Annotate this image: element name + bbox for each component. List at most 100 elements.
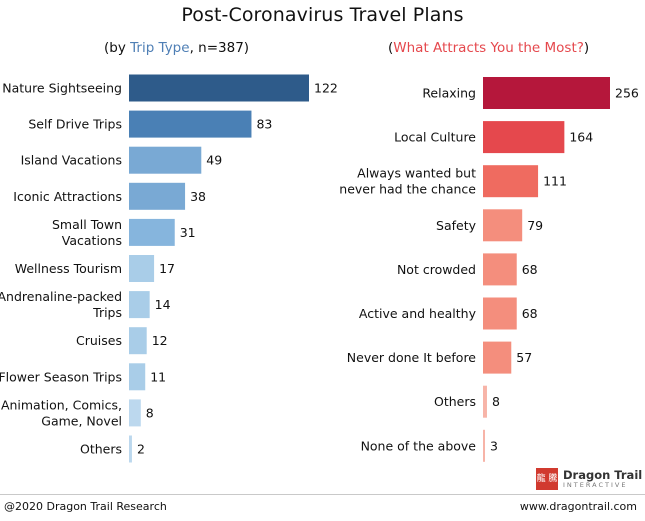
trip-type-category-line-8-0: Flower Season Trips: [0, 369, 122, 384]
trip-type-category-label-4: Small Town Vacations: [52, 217, 122, 248]
trip-type-category-line-7-0: Cruises: [76, 333, 122, 348]
trip-type-bar-9: [129, 399, 141, 427]
footer-divider: [0, 494, 645, 495]
trip-type-value-label-2: 49: [206, 153, 222, 168]
trip-type-category-label-6: Andrenaline-packed Trips: [0, 289, 122, 320]
trip-type-bar-10: [129, 435, 132, 463]
trip-type-value-label-3: 38: [190, 189, 206, 204]
trip-type-value-label-9: 8: [146, 405, 154, 420]
attraction-bar-6: [483, 341, 512, 374]
attraction-category-label-0: Relaxing: [422, 86, 476, 101]
trip-type-category-line-6-1: Trips: [92, 305, 122, 320]
attraction-bar-7: [483, 385, 487, 418]
trip-type-category-line-9-0: Animation, Comics,: [1, 397, 122, 412]
attraction-bar-1: [483, 121, 565, 154]
trip-type-category-line-1-0: Self Drive Trips: [28, 117, 122, 132]
trip-type-bar-7: [129, 327, 147, 355]
trip-type-value-label-8: 11: [150, 369, 166, 384]
attraction-value-label-1: 164: [569, 130, 593, 145]
trip-type-category-line-2-0: Island Vacations: [21, 153, 122, 168]
trip-type-value-label-10: 2: [137, 442, 145, 457]
attraction-category-line-7-0: Others: [434, 394, 476, 409]
trip-type-category-line-4-0: Small Town: [52, 217, 122, 232]
attraction-bar-3: [483, 209, 523, 242]
attraction-category-label-5: Active and healthy: [359, 306, 477, 321]
attraction-value-label-3: 79: [527, 218, 543, 233]
trip-type-category-line-10-0: Others: [80, 442, 122, 457]
trip-type-bar-3: [129, 182, 186, 210]
attraction-value-label-2: 111: [543, 174, 567, 189]
attraction-category-line-5-0: Active and healthy: [359, 306, 477, 321]
attraction-category-line-2-1: never had the chance: [339, 182, 476, 197]
trip-type-value-label-7: 12: [152, 333, 168, 348]
footer-copyright: @2020 Dragon Trail Research: [4, 500, 167, 513]
trip-type-value-label-1: 83: [256, 117, 272, 132]
attraction-bar-8: [483, 429, 485, 462]
trip-type-value-label-0: 122: [314, 81, 338, 96]
attraction-category-line-2-0: Always wanted but: [357, 166, 476, 181]
trip-type-bar-8: [129, 363, 146, 391]
trip-type-bar-0: [129, 74, 309, 102]
attraction-category-label-3: Safety: [436, 218, 477, 233]
attraction-category-line-3-0: Safety: [436, 218, 477, 233]
attraction-value-label-0: 256: [615, 86, 639, 101]
trip-type-category-line-9-1: Game, Novel: [41, 413, 122, 428]
right-subtitle: (What Attracts You the Most?): [388, 40, 589, 56]
dragon-trail-logo: 龍 騰 Dragon Trail INTERACTIVE: [536, 466, 642, 492]
attraction-category-label-8: None of the above: [361, 438, 477, 453]
trip-type-category-label-1: Self Drive Trips: [28, 117, 122, 132]
trip-type-category-label-0: Nature Sightseeing: [2, 81, 122, 96]
trip-type-value-label-4: 31: [180, 225, 196, 240]
trip-type-category-line-4-1: Vacations: [62, 233, 122, 248]
left-subtitle-post: , n=387): [189, 40, 250, 56]
right-subtitle-pre: (: [388, 40, 394, 56]
attraction-category-line-4-0: Not crowded: [397, 262, 476, 277]
left-subtitle-highlight: Trip Type: [130, 40, 190, 56]
right-subtitle-highlight: What Attracts You the Most?: [393, 40, 584, 56]
trip-type-bar-6: [129, 291, 150, 319]
attraction-category-label-1: Local Culture: [394, 130, 476, 145]
attraction-bar-0: [483, 77, 610, 109]
attraction-category-label-2: Always wanted but never had the chance: [339, 166, 476, 197]
attraction-category-label-4: Not crowded: [397, 262, 476, 277]
attraction-bar-2: [483, 165, 539, 198]
trip-type-bar-5: [129, 255, 155, 282]
trip-type-bar-2: [129, 146, 202, 174]
trip-type-category-label-3: Iconic Attractions: [13, 189, 122, 204]
chart-title: Post-Coronavirus Travel Plans: [181, 4, 464, 26]
attraction-value-label-6: 57: [516, 350, 532, 365]
trip-type-bar-4: [129, 218, 175, 246]
trip-type-category-line-3-0: Iconic Attractions: [13, 189, 122, 204]
trip-type-category-label-2: Island Vacations: [21, 153, 122, 168]
attraction-value-label-5: 68: [522, 306, 538, 321]
logo-name: Dragon Trail: [563, 467, 643, 482]
attraction-category-line-8-0: None of the above: [361, 438, 477, 453]
attraction-bar-4: [483, 253, 517, 286]
attraction-category-label-7: Others: [434, 394, 476, 409]
trip-type-category-label-8: Flower Season Trips: [0, 369, 122, 384]
right-subtitle-post: ): [583, 40, 590, 56]
attraction-chart: 256 Relaxing 164 Local Culture 111 Always wan…: [339, 77, 639, 462]
left-subtitle: (by Trip Type, n=387): [104, 40, 249, 56]
trip-type-category-line-0-0: Nature Sightseeing: [2, 81, 122, 96]
attraction-category-line-6-0: Never done It before: [347, 350, 477, 365]
logo-mark: 龍 騰: [536, 468, 558, 490]
attraction-category-line-1-0: Local Culture: [394, 130, 476, 145]
trip-type-category-line-5-0: Wellness Tourism: [15, 261, 122, 276]
trip-type-category-line-6-0: Andrenaline-packed: [0, 289, 122, 304]
attraction-value-label-4: 68: [522, 262, 538, 277]
attraction-bar-5: [483, 297, 517, 330]
attraction-value-label-8: 3: [490, 438, 498, 453]
footer-url[interactable]: www.dragontrail.com: [519, 500, 637, 513]
attraction-category-line-0-0: Relaxing: [422, 86, 476, 101]
trip-type-value-label-6: 14: [155, 297, 171, 312]
trip-type-category-label-5: Wellness Tourism: [15, 261, 122, 276]
logo-subtitle: INTERACTIVE: [563, 480, 628, 489]
attraction-value-label-7: 8: [492, 394, 500, 409]
trip-type-category-label-9: Animation, Comics, Game, Novel: [1, 397, 122, 428]
attraction-category-label-6: Never done It before: [347, 350, 477, 365]
trip-type-bar-1: [129, 110, 252, 138]
trip-type-category-label-10: Others: [80, 442, 122, 457]
trip-type-value-label-5: 17: [159, 261, 175, 276]
